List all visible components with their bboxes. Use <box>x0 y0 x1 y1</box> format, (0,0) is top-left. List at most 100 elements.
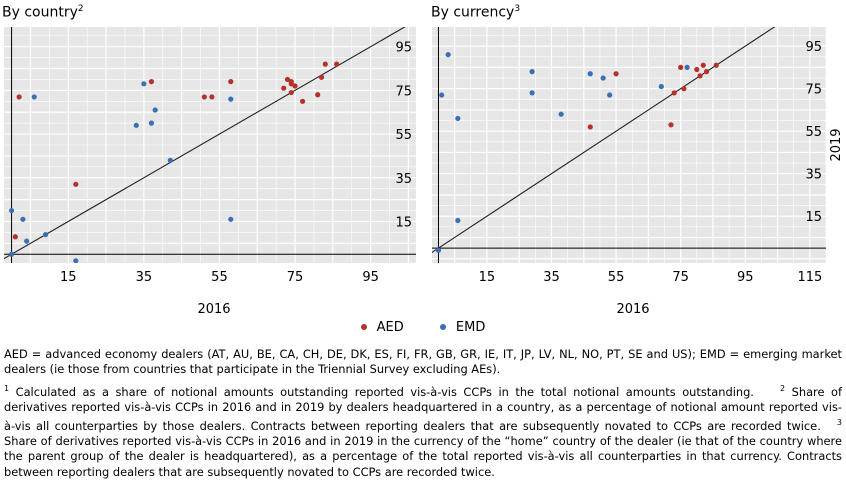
data-point-emd <box>31 94 37 100</box>
data-point-aed <box>713 62 719 68</box>
data-point-aed <box>300 98 306 104</box>
chart-notes: AED = advanced economy dealers (AT, AU, … <box>4 347 842 483</box>
data-point-aed <box>703 69 710 75</box>
footnote-marker-1: 1 <box>4 383 10 393</box>
zero-axes <box>4 27 416 263</box>
x-tick-label: 15 <box>479 270 496 285</box>
data-point-aed <box>671 90 677 96</box>
scatter-panel-currency: 15 35 55 75 95 115 15 35 55 75 95 2016 <box>432 27 826 317</box>
note-footnotes: 1 Calculated as a share of notional amou… <box>4 381 842 480</box>
data-point-emd <box>439 92 445 98</box>
reference-line-45-degree <box>4 27 406 260</box>
data-point-aed <box>318 74 325 80</box>
x-tick-label: 35 <box>543 270 560 285</box>
data-point-emd <box>42 231 49 238</box>
data-point-emd <box>600 75 606 81</box>
legend-item-emd: EMD <box>439 320 486 335</box>
y-tick-label: 75 <box>395 84 412 99</box>
legend-label-aed: AED <box>376 320 404 335</box>
footnote-marker-2: 2 <box>780 383 786 393</box>
panel-title-footnote-marker: 3 <box>514 4 521 14</box>
y-axis-label: 2019 <box>829 128 844 161</box>
data-point-emd <box>24 238 30 244</box>
footnote-3: Share of derivatives reported vis-à-vis … <box>4 434 842 479</box>
y-tick-label: 35 <box>395 172 412 187</box>
x-tick-label: 15 <box>60 270 77 285</box>
data-point-aed <box>315 92 321 98</box>
data-point-emd <box>148 120 155 126</box>
data-point-aed <box>613 71 619 77</box>
panel-title-footnote-marker: 2 <box>77 4 84 14</box>
data-point-aed <box>694 66 700 73</box>
x-tick-label: 35 <box>136 270 153 285</box>
y-tick-label: 55 <box>395 128 412 143</box>
zero-axes <box>432 27 826 263</box>
data-point-emd <box>558 111 564 117</box>
data-point-aed <box>678 64 684 70</box>
data-points <box>435 52 719 253</box>
note-definitions: AED = advanced economy dealers (AT, AU, … <box>4 347 842 377</box>
data-point-aed <box>681 86 687 92</box>
data-point-aed <box>700 62 706 68</box>
data-point-emd <box>445 52 451 58</box>
legend: AED EMD <box>0 320 846 335</box>
y-tick-label: 15 <box>805 210 822 225</box>
gridlines <box>432 27 826 263</box>
reference-line-45-degree <box>432 27 776 254</box>
data-point-aed <box>228 79 234 85</box>
panel-title-by-country: By country2 <box>2 4 84 21</box>
data-point-emd <box>167 157 173 163</box>
x-tick-label: 55 <box>211 270 228 285</box>
data-point-emd <box>152 107 158 113</box>
data-point-emd <box>435 247 442 253</box>
x-axis-label: 2016 <box>616 302 649 317</box>
data-point-emd <box>658 83 664 90</box>
x-tick-label: 75 <box>287 270 304 285</box>
data-point-emd <box>8 251 15 257</box>
legend-item-aed: AED <box>360 320 404 335</box>
data-points <box>8 61 340 263</box>
data-point-aed <box>697 73 703 79</box>
footnote-2: Share of derivatives reported vis-à-vis … <box>4 384 842 433</box>
data-point-aed <box>587 124 593 130</box>
charts-canvas: 15 35 55 75 95 15 35 55 75 95 2016 15 35 55 75 95 115 15 3… <box>4 27 844 317</box>
data-point-emd <box>607 92 613 98</box>
data-point-aed <box>322 61 328 67</box>
data-point-emd <box>529 69 535 75</box>
panel-title-text: By currency <box>431 4 515 21</box>
data-point-aed <box>288 89 294 96</box>
data-point-aed <box>73 181 79 187</box>
data-point-aed <box>12 234 18 240</box>
data-point-emd <box>133 122 139 128</box>
y-tick-label: 95 <box>395 41 412 56</box>
data-point-emd <box>73 258 79 263</box>
data-point-emd <box>8 207 15 214</box>
footnote-1: Calculated as a share of notional amount… <box>9 384 754 399</box>
data-point-aed <box>288 81 294 87</box>
y-tick-label: 55 <box>805 125 822 140</box>
data-point-aed <box>334 61 340 67</box>
y-tick-label: 15 <box>395 215 412 230</box>
data-point-emd <box>455 115 461 122</box>
legend-marker-emd <box>439 323 446 330</box>
x-tick-label: 95 <box>737 270 754 285</box>
legend-label-emd: EMD <box>455 320 486 335</box>
data-point-emd <box>684 64 690 70</box>
data-point-aed <box>201 94 207 100</box>
x-tick-label: 95 <box>362 270 379 285</box>
x-tick-label: 55 <box>608 270 625 285</box>
y-tick-label: 75 <box>805 83 822 98</box>
data-point-emd <box>587 71 593 77</box>
data-point-emd <box>228 96 234 102</box>
data-point-aed <box>281 85 287 91</box>
x-tick-label: 115 <box>797 270 822 285</box>
data-point-aed <box>209 94 215 100</box>
data-point-aed <box>284 76 291 83</box>
gridlines <box>4 27 416 263</box>
y-tick-label: 35 <box>805 168 822 183</box>
panel-title-by-currency: By currency3 <box>431 4 520 21</box>
plot-area <box>432 27 826 263</box>
footnote-marker-3: 3 <box>836 417 842 427</box>
data-point-emd <box>529 90 535 96</box>
data-point-emd <box>228 216 234 222</box>
